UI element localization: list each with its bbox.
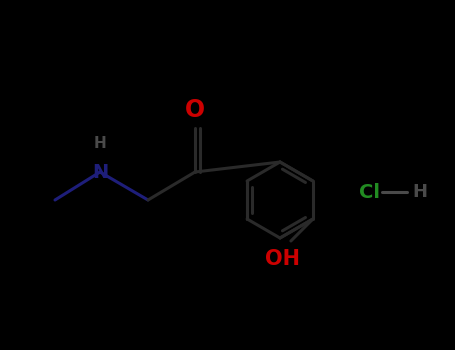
- Text: O: O: [185, 98, 205, 122]
- Text: H: H: [94, 136, 106, 152]
- Text: H: H: [413, 183, 428, 201]
- Text: Cl: Cl: [359, 182, 380, 202]
- Text: N: N: [92, 162, 108, 182]
- Text: OH: OH: [265, 249, 300, 269]
